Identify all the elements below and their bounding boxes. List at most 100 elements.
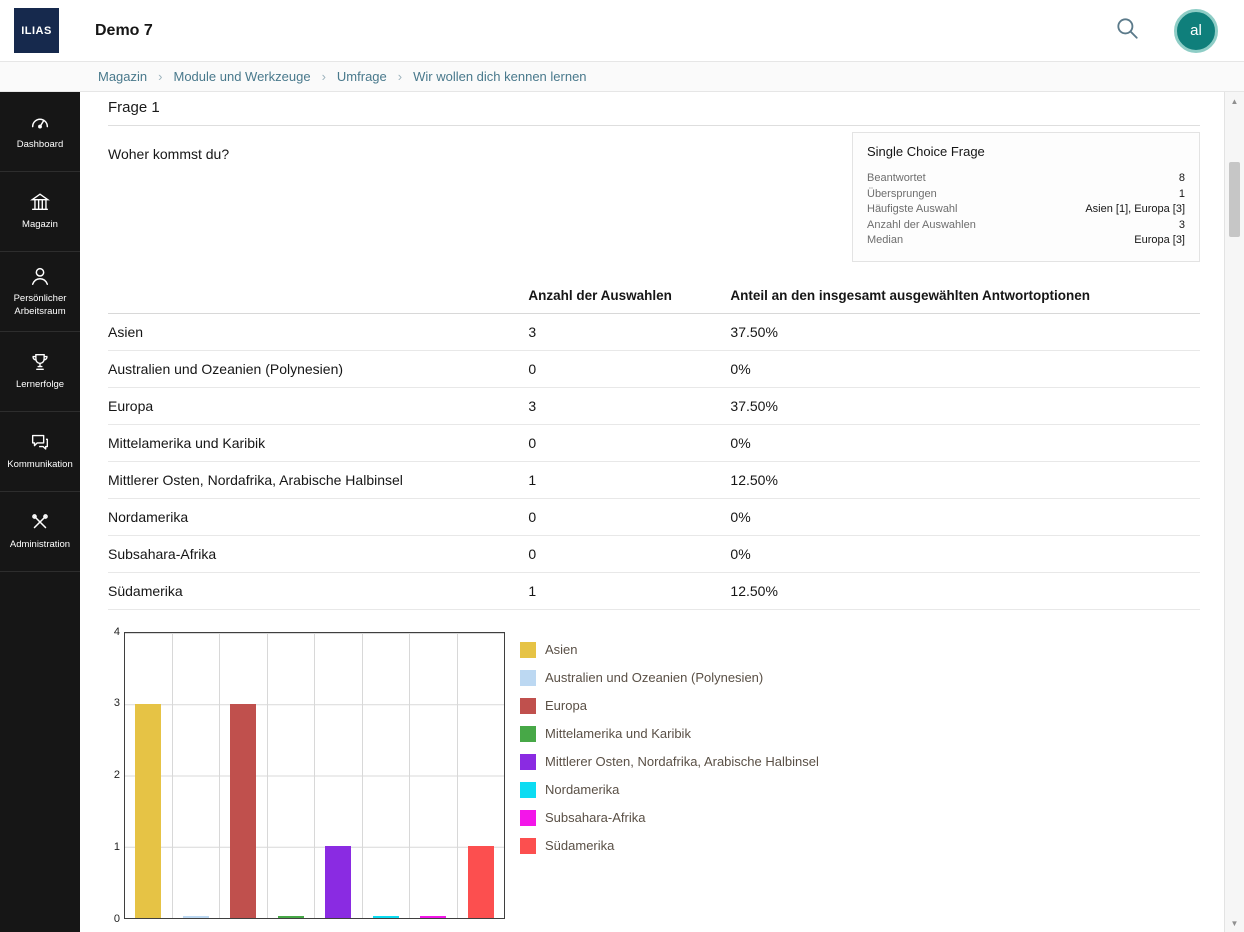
chart-bar [372,915,399,918]
stats-value: Asien [1], Europa [3] [1085,203,1185,215]
y-axis-tick-label: 1 [113,840,120,853]
sidebar-item-label: Administration [9,539,71,551]
selection-share: 0% [730,350,1200,388]
legend-swatch [520,781,536,798]
legend-swatch [520,669,536,686]
table-row: Nordamerika 0 0% [108,498,1200,536]
table-row: Asien 3 37.50% [108,313,1200,351]
breadcrumb-separator-icon: › [397,69,403,84]
legend-label: Nordamerika [545,782,620,797]
chart-bar [467,846,494,918]
repository-icon [29,191,51,213]
legend-swatch [520,641,536,658]
main-content: Frage 1 Woher kommst du? Single Choice F… [80,92,1224,932]
search-button[interactable] [1110,14,1144,48]
bar-cell [268,632,315,918]
answers-table: Anzahl der Auswahlen Anteil an den insges… [108,279,1200,610]
selection-count: 0 [528,498,731,536]
answer-option-label: Europa [108,387,529,425]
breadcrumb: Magazin › Module und Werkzeuge › Umfrage › Wir… [0,62,1244,92]
ilias-logo[interactable]: ILIAS [14,8,59,53]
legend-swatch [520,837,536,854]
y-axis-tick-label: 3 [113,697,120,710]
search-icon [1114,15,1140,46]
breadcrumb-item[interactable]: Module und Werkzeuge [173,69,311,84]
stats-value: Europa [3] [1134,234,1185,246]
chart-bar [277,915,304,918]
breadcrumb-item[interactable]: Umfrage [336,69,387,84]
legend-label: Mittlerer Osten, Nordafrika, Arabische H… [545,754,819,769]
selection-count: 0 [528,535,731,573]
bar-cell [315,632,363,918]
stats-row: Häufigste Auswahl Asien [1], Europa [3] [867,202,1185,218]
selection-count: 1 [528,461,731,499]
sidebar-item-label: Magazin [22,219,58,231]
sidebar-item-dashboard[interactable]: Dashboard [0,92,80,172]
question-text: Woher kommst du? [108,146,230,162]
bar-cell [173,632,220,918]
legend-item: Asien [520,641,819,658]
question-type-label: Single Choice Frage [867,144,985,159]
selection-count: 3 [528,387,731,425]
y-axis-tick-label: 4 [113,625,120,638]
bar-cell [458,633,505,918]
breadcrumb-separator-icon: › [321,69,326,84]
table-row: Europa 3 37.50% [108,387,1200,425]
answer-option-label: Mittlerer Osten, Nordafrika, Arabische H… [108,461,529,499]
sidebar-item-pers-nlicher-arbeitsraum[interactable]: Persönlicher Arbeitsraum [0,252,80,332]
selection-count: 0 [528,350,731,388]
dashboard-icon [29,111,51,133]
selection-share: 37.50% [730,313,1200,351]
selection-share: 0% [730,424,1200,462]
stats-row: Median Europa [3] [867,233,1185,249]
stats-row: Anzahl der Auswahlen 3 [867,218,1185,234]
page-title: Demo 7 [95,21,153,39]
stats-value: 1 [1178,187,1185,200]
chart-bar [325,846,352,918]
bar-chart-plot [124,631,505,919]
main-sidebar: Dashboard Magazin Persönlicher Arbeitsraum… [0,92,80,932]
sidebar-item-administration[interactable]: Administration [0,492,80,572]
bar-cell [363,632,410,918]
vertical-scrollbar[interactable]: ▲ ▼ [1224,92,1244,932]
scroll-up-arrow-icon[interactable]: ▲ [1230,96,1239,106]
scrollbar-track[interactable] [1225,110,1244,914]
selection-share: 37.50% [730,387,1200,425]
table-column-header: Anteil an den insgesamt ausgewählten Ant… [730,279,1200,314]
stats-rows: Beantwortet 8 Übersprungen 1 Häufigste Auswa… [867,171,1185,249]
sidebar-item-kommunikation[interactable]: Kommunikation [0,412,80,492]
selection-count: 3 [528,313,731,351]
legend-swatch [520,809,536,826]
legend-item: Mittelamerika und Karibik [520,725,819,742]
avatar[interactable]: al [1174,8,1218,53]
legend-item: Europa [520,697,819,714]
y-axis-tick-label: 0 [113,912,120,925]
bar-cell [220,632,268,918]
legend-item: Mittlerer Osten, Nordafrika, Arabische H… [520,753,819,770]
stats-label: Anzahl der Auswahlen [867,218,976,231]
stats-value: 8 [1178,172,1185,184]
breadcrumb-item[interactable]: Magazin [98,69,148,84]
legend-swatch [520,697,536,714]
legend-label: Mittelamerika und Karibik [545,726,691,741]
table-row: Subsahara-Afrika 0 0% [108,535,1200,573]
sidebar-item-magazin[interactable]: Magazin [0,172,80,252]
table-header-row: Anzahl der Auswahlen Anteil an den insges… [108,279,1200,314]
question-row: Woher kommst du? Single Choice Frage Bea… [108,132,1200,262]
table-column-header: Anzahl der Auswahlen [528,279,731,314]
breadcrumb-item[interactable]: Wir wollen dich kennen lernen [413,69,587,84]
table-row: Südamerika 1 12.50% [108,572,1200,610]
legend-item: Südamerika [520,837,819,854]
legend-label: Europa [545,698,587,713]
selection-share: 0% [730,535,1200,573]
sidebar-item-lernerfolge[interactable]: Lernerfolge [0,332,80,412]
stats-label: Median [867,234,904,246]
sidebar-item-label: Lernerfolge [15,379,65,391]
achievements-icon [29,351,51,373]
table-row: Mittelamerika und Karibik 0 0% [108,424,1200,462]
legend-swatch [520,725,536,742]
scrollbar-thumb[interactable] [1229,162,1240,237]
bar-cell [410,632,458,918]
scroll-down-arrow-icon[interactable]: ▼ [1230,918,1239,928]
selection-count: 0 [528,424,731,462]
